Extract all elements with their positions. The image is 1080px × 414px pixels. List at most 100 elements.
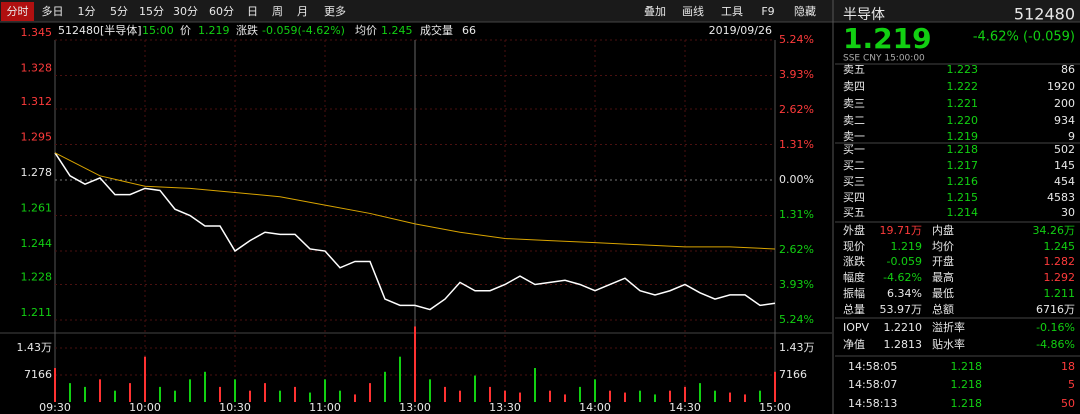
book-label: 卖三 (843, 97, 865, 110)
tab[interactable]: 多日 (42, 4, 64, 18)
stat-value: -0.16% (1036, 321, 1075, 334)
volume-bar (624, 392, 626, 402)
book-label: 买四 (843, 191, 865, 204)
stat-label: IOPV (843, 321, 870, 334)
stat-label: 振幅 (843, 286, 865, 300)
stat-value: 19.71万 (880, 224, 923, 237)
stat-value: 53.97万 (880, 303, 923, 316)
y2-tick-label: 3.93% (779, 278, 814, 291)
stat-label: 开盘 (932, 254, 954, 268)
stat-label: 净值 (843, 337, 865, 351)
stat-label: 总额 (932, 302, 954, 316)
book-volume: 30 (1061, 206, 1075, 219)
x-tick-label: 15:00 (759, 401, 791, 414)
book-price: 1.214 (947, 206, 979, 219)
volume-bar (684, 386, 686, 402)
y2-tick-label: 5.24% (779, 313, 814, 326)
book-label: 买一 (843, 143, 865, 156)
volume-bar (189, 379, 191, 402)
tab[interactable]: 60分 (209, 5, 234, 18)
y-tick-label: 1.244 (21, 237, 53, 250)
stat-label: 最高 (932, 270, 954, 284)
stat-label: 现价 (843, 240, 865, 253)
volume-bar (699, 383, 701, 402)
stat-label: 贴水率 (932, 337, 965, 351)
volume-bar (114, 390, 116, 402)
volume-bar (729, 392, 731, 402)
tab[interactable]: 30分 (173, 5, 198, 18)
tab[interactable]: 月 (297, 5, 308, 18)
volume-bar (414, 326, 416, 402)
book-label: 买二 (843, 159, 865, 172)
trade-price: 1.218 (951, 378, 983, 391)
y2-tick-label: 2.62% (779, 103, 814, 116)
stat-value: 1.2813 (884, 338, 923, 351)
volume-bar (609, 390, 611, 402)
volume-bar (714, 390, 716, 402)
y-tick-label: 1.211 (21, 306, 53, 319)
tab[interactable]: 日 (247, 5, 258, 18)
y-tick-label: 1.345 (21, 26, 53, 39)
info-change: -0.059(-4.62%) (262, 24, 345, 37)
tab[interactable]: 周 (272, 5, 283, 18)
y2-tick-label: 3.93% (779, 68, 814, 81)
tab[interactable]: 15分 (139, 5, 164, 18)
volume-bar (264, 383, 266, 402)
stat-value: 6.34% (887, 287, 922, 300)
info-vol-label: 成交量 (420, 23, 453, 37)
volume-bar (294, 386, 296, 402)
tool-button[interactable]: 叠加 (644, 5, 666, 18)
trade-price: 1.218 (951, 360, 983, 373)
volume-bar (759, 390, 761, 402)
volume-bar (564, 394, 566, 402)
stat-label: 内盘 (932, 223, 954, 237)
info-avg-label: 均价 (355, 24, 377, 37)
stat-value: 1.219 (891, 240, 923, 253)
series-line (54, 152, 776, 250)
book-volume: 454 (1054, 175, 1075, 188)
volume-bar (429, 379, 431, 402)
volume-bar (84, 386, 86, 402)
tool-button[interactable]: 隐藏 (794, 5, 816, 18)
stat-value: 1.211 (1044, 287, 1076, 300)
trade-time: 14:58:07 (848, 378, 897, 391)
stat-value: -4.62% (883, 271, 922, 284)
volume-bar (129, 383, 131, 402)
volume-bar (309, 392, 311, 402)
trade-time: 14:58:05 (848, 360, 897, 373)
stat-label: 外盘 (843, 223, 865, 237)
quote-code: 512480 (1014, 5, 1075, 24)
volume-bar (579, 386, 581, 402)
tab[interactable]: 5分 (110, 5, 128, 18)
stat-value: 1.245 (1044, 240, 1076, 253)
tool-button[interactable]: 画线 (682, 4, 704, 18)
volume-bar (774, 371, 776, 402)
tab[interactable]: 分时 (7, 5, 29, 18)
tool-button[interactable]: 工具 (721, 5, 743, 18)
book-volume: 9 (1068, 130, 1075, 143)
book-label: 卖二 (843, 114, 865, 127)
tool-button[interactable]: F9 (761, 5, 774, 18)
tab[interactable]: 更多 (324, 4, 346, 18)
trade-time: 14:58:13 (848, 397, 897, 410)
quote-meta: SSE CNY 15:00:00 (843, 54, 925, 64)
info-price-label: 价 (180, 24, 191, 37)
volume-bar (324, 379, 326, 402)
book-label: 买五 (843, 206, 865, 219)
tab-active (1, 2, 34, 21)
book-label: 买三 (843, 175, 865, 188)
info-vol: 66 (462, 24, 476, 37)
volume-bar (99, 379, 101, 402)
book-volume: 200 (1054, 97, 1075, 110)
volume-bar (144, 356, 146, 402)
volume-tick-label-right: 1.43万 (779, 341, 815, 354)
book-volume: 4583 (1047, 191, 1075, 204)
volume-bar (639, 390, 641, 402)
tab[interactable]: 1分 (78, 5, 96, 18)
book-price: 1.215 (947, 191, 979, 204)
volume-bar (489, 386, 491, 402)
volume-bar (249, 390, 251, 402)
book-volume: 86 (1061, 63, 1075, 76)
info-date: 2019/09/26 (709, 24, 772, 37)
